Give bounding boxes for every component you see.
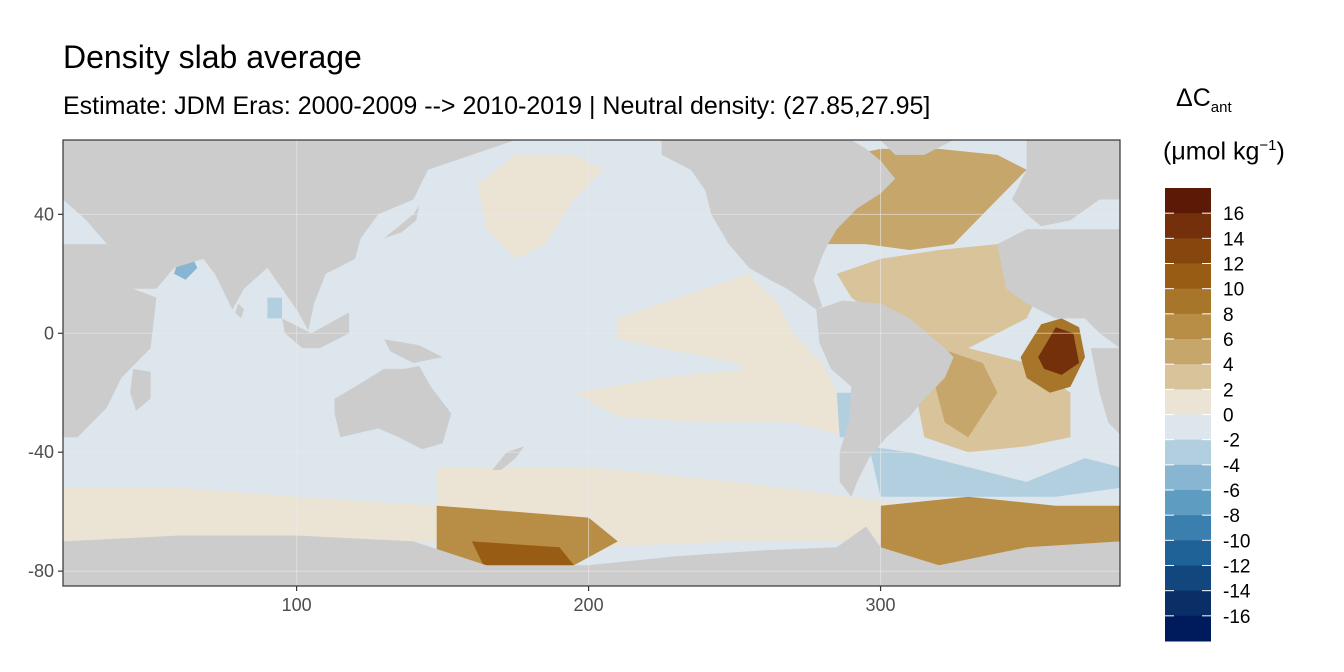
land-west-africa <box>997 229 1120 349</box>
y-tick-label: 40 <box>34 204 54 224</box>
legend-swatch <box>1165 540 1211 566</box>
legend-label: 10 <box>1223 280 1244 301</box>
legend-swatch <box>1165 364 1211 390</box>
legend-swatch <box>1165 188 1211 214</box>
region-south-atlantic-cold <box>868 446 1120 497</box>
land-eurasia <box>63 140 516 331</box>
legend-label: -14 <box>1223 582 1251 603</box>
land-new-guinea <box>384 339 443 363</box>
legend-swatch <box>1165 464 1211 491</box>
x-tick-label: 200 <box>574 595 604 615</box>
legend-swatch <box>1165 238 1211 264</box>
legend-unit-prefix: (μmol kg <box>1163 137 1260 166</box>
land-greenland <box>880 140 954 155</box>
legend-label: -4 <box>1223 456 1240 477</box>
region-angola-hotspot <box>1038 327 1080 375</box>
y-tick-label: -80 <box>28 561 54 581</box>
region-southern-ocean-west <box>63 487 437 542</box>
legend-label: -12 <box>1223 557 1250 578</box>
legend-label: 12 <box>1223 255 1244 276</box>
legend-swatch <box>1165 515 1211 541</box>
legend-title-unit: (μmol kg−1) <box>1163 138 1285 164</box>
legend-swatch <box>1165 565 1211 592</box>
legend-swatch <box>1165 490 1211 516</box>
panel-border <box>62 139 1121 587</box>
legend-swatch <box>1165 339 1211 365</box>
land-africa <box>63 244 157 438</box>
legend-title-symbol: ΔC <box>1176 84 1211 112</box>
y-tick-label: 0 <box>44 323 54 343</box>
region-brazil-basin <box>933 348 998 438</box>
legend-label: 8 <box>1223 305 1234 326</box>
legend-unit-superscript: −1 <box>1259 137 1277 154</box>
legend-colorbar: 16 14 12 10 8 6 4 2 0 -2 -4 -6 -8 -10 -12 -14 -16 <box>1165 188 1251 642</box>
legend-swatch <box>1165 439 1211 466</box>
legend-swatch <box>1165 615 1211 642</box>
land-india-island <box>235 303 244 319</box>
land-europe <box>1012 140 1120 227</box>
legend-label: 14 <box>1223 229 1245 250</box>
legend-label: 16 <box>1223 204 1244 225</box>
region-bay-of-bengal <box>267 297 282 319</box>
legend-label: -16 <box>1223 607 1250 628</box>
legend-swatch <box>1165 590 1211 617</box>
legend-swatch <box>1165 288 1211 315</box>
legend-label: 4 <box>1223 355 1234 376</box>
land-japan <box>384 205 420 239</box>
legend-label: -2 <box>1223 431 1240 452</box>
legend-unit-suffix: ) <box>1276 137 1285 166</box>
chart-title: Density slab average <box>63 39 362 75</box>
x-tick-label: 300 <box>866 595 896 615</box>
x-tick-label: 100 <box>282 595 312 615</box>
legend-swatch <box>1165 313 1211 340</box>
legend-label: -10 <box>1223 531 1250 552</box>
legend-label: -8 <box>1223 506 1240 527</box>
land-madagascar <box>130 368 151 411</box>
land-south-america <box>816 300 954 497</box>
land-south-africa <box>1090 348 1120 435</box>
chart-subtitle: Estimate: JDM Eras: 2000-2009 --> 2010-2… <box>63 92 931 120</box>
plot-panel <box>62 139 1121 587</box>
legend-swatch <box>1165 414 1211 441</box>
legend-title-variable: ΔCant <box>1176 84 1232 116</box>
gridlines <box>63 140 1120 586</box>
legend-swatch <box>1165 263 1211 290</box>
legend-swatch <box>1165 213 1211 239</box>
land-borneo-sumatra <box>282 312 350 349</box>
region-ross-inner <box>471 541 574 572</box>
legend-swatch <box>1165 389 1211 415</box>
region-central-pacific-warm <box>477 154 604 259</box>
legend-label: -6 <box>1223 481 1240 502</box>
legend-label: 2 <box>1223 380 1234 401</box>
legend-label: 0 <box>1223 406 1234 427</box>
land-north-america <box>661 140 896 310</box>
legend-label: 6 <box>1223 330 1234 351</box>
legend-title-subscript: ant <box>1210 99 1232 116</box>
y-tick-label: -40 <box>28 442 54 462</box>
land-australia <box>334 366 452 450</box>
map-area <box>63 140 1120 586</box>
region-subtropical-pacific-warm <box>574 368 852 438</box>
